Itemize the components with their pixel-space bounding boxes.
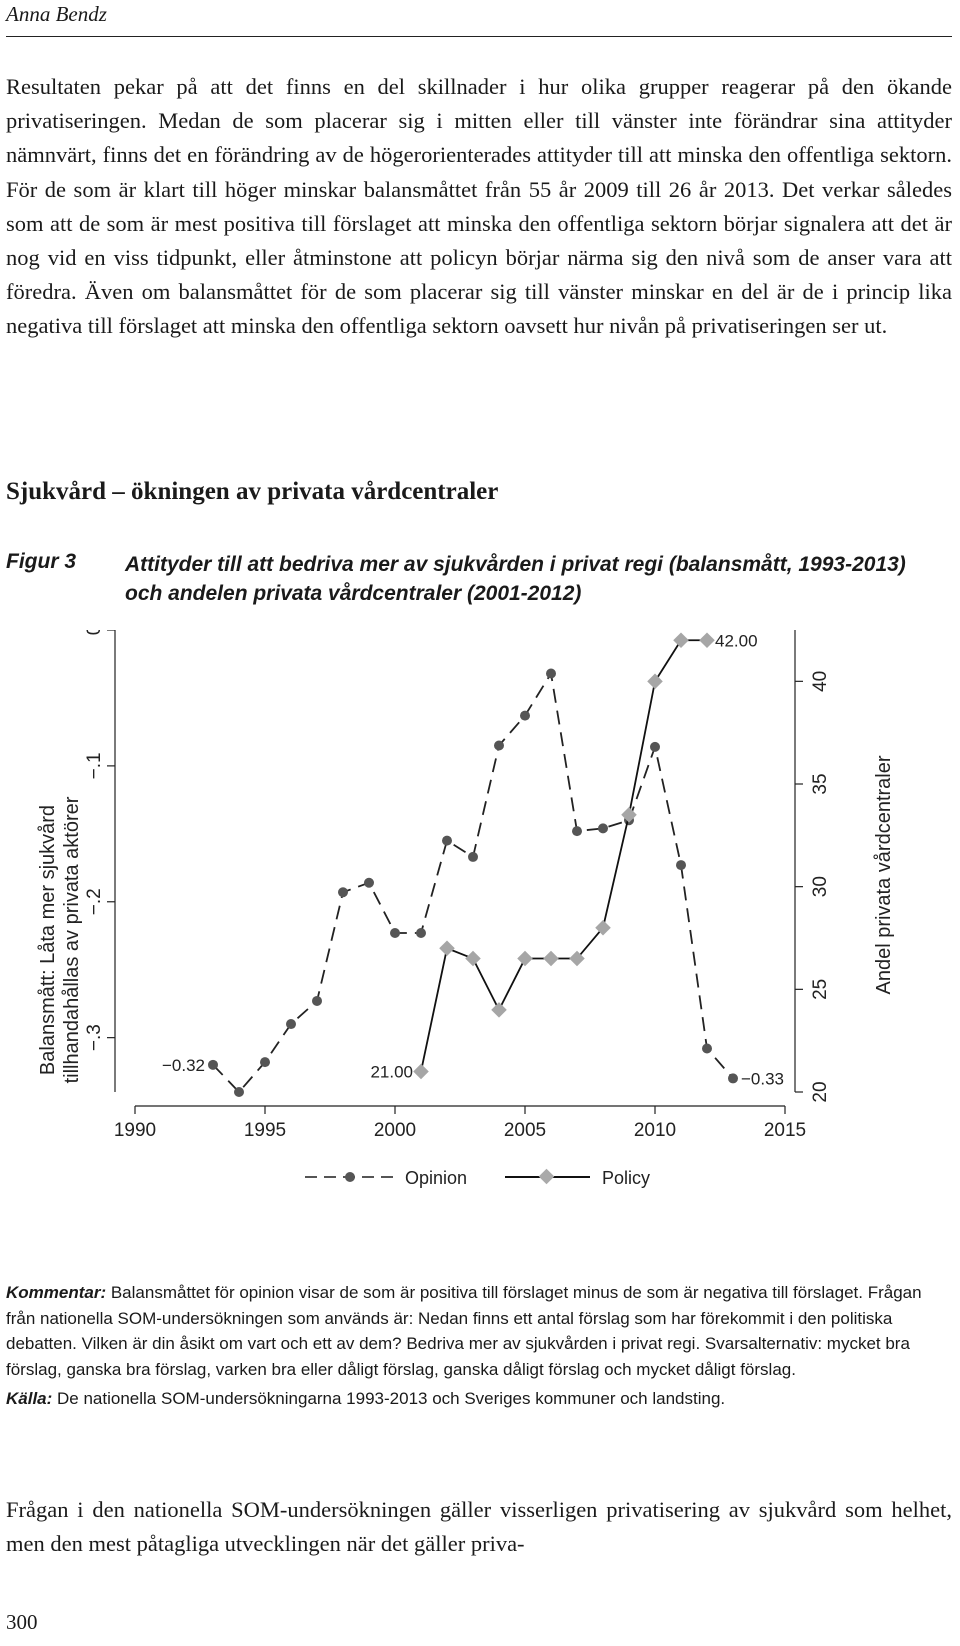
- page-number: 300: [6, 1610, 38, 1634]
- figure-label: Figur 3: [6, 550, 77, 573]
- policy-point: [491, 1002, 507, 1018]
- line-chart: 1990 1995 2000 2005 2010 2015 0 −.1 −.2 −.3 20 25 30…: [37, 630, 895, 1188]
- opinion-point: [546, 668, 556, 679]
- policy-point: [465, 950, 481, 967]
- policy-series-line: [420, 639, 707, 1072]
- policy-point: [673, 632, 689, 649]
- comment-label: Kommentar:: [6, 1283, 107, 1302]
- opinion-point: [208, 1059, 218, 1070]
- opinion-point: [520, 710, 530, 721]
- policy-point: [439, 940, 455, 957]
- policy-point: [647, 673, 663, 690]
- opinion-point: [598, 823, 608, 834]
- opinion-point: [364, 877, 374, 888]
- plot-area: 1990 1995 2000 2005 2010 2015 0 −.1 −.2 −.3 20 25 30…: [84, 630, 831, 1141]
- opinion-point: [312, 995, 322, 1006]
- opinion-point: [286, 1019, 296, 1030]
- opinion-point: [494, 740, 504, 751]
- opinion-point: [728, 1073, 738, 1084]
- y-axis-right-label: Andel privata vårdcentraler: [873, 755, 895, 994]
- y-left-tick-label: −.3: [84, 1024, 105, 1051]
- x-tick-label: 1995: [244, 1120, 286, 1141]
- annotation-opinion-first: −0.32: [162, 1056, 205, 1075]
- closing-paragraph: Frågan i den nationella SOM-undersökning…: [6, 1497, 952, 1557]
- comment-text: Balansmåttet för opinion visar de som är…: [6, 1283, 922, 1379]
- opinion-point: [650, 741, 660, 752]
- policy-point: [543, 950, 559, 967]
- legend-opinion-marker: [345, 1172, 355, 1182]
- legend-policy-marker: [538, 1168, 555, 1185]
- y-left-tick-label: −.2: [84, 888, 105, 915]
- opinion-point: [702, 1043, 712, 1054]
- y-right-tick-label: 25: [810, 979, 831, 1000]
- policy-point: [413, 1063, 429, 1080]
- opinion-point: [416, 928, 426, 939]
- source-label: Källa:: [6, 1389, 53, 1408]
- figure-notes: Kommentar: Balansmåttet för opinion visa…: [6, 1280, 952, 1412]
- source-note: Källa: De nationella SOM-undersökningarn…: [6, 1386, 952, 1412]
- opinion-point: [234, 1087, 244, 1097]
- annotation-opinion-last: −0.33: [741, 1069, 784, 1088]
- y-right-tick-label: 20: [810, 1081, 831, 1102]
- figure-title: Attityder till att bedriva mer av sjukvå…: [125, 553, 906, 605]
- y-right-tick-label: 40: [810, 671, 831, 692]
- body-paragraph: Resultaten pekar på att det finns en del…: [6, 74, 952, 339]
- opinion-point: [442, 835, 452, 846]
- x-tick-label: 2005: [504, 1120, 546, 1141]
- opinion-point: [260, 1057, 270, 1068]
- policy-point: [517, 950, 533, 967]
- x-tick-label: 2000: [374, 1120, 416, 1141]
- section-heading: Sjukvård – ökningen av privata vårdcentr…: [6, 478, 499, 505]
- y-left-tick-label: −.1: [84, 752, 105, 779]
- y-axis-left-label-line2: tillhandahållas av privata aktörer: [61, 796, 83, 1083]
- legend: Opinion Policy: [305, 1168, 650, 1188]
- y-axis-left-label: Balansmått: Låta mer sjukvård: [37, 805, 59, 1075]
- y-right-tick-label: 35: [810, 773, 831, 794]
- policy-point: [621, 807, 637, 823]
- running-head: Anna Bendz: [6, 2, 107, 26]
- opinion-point: [468, 851, 478, 862]
- opinion-point: [390, 928, 400, 939]
- annotation-policy-first: 21.00: [370, 1062, 413, 1081]
- comment-note: Kommentar: Balansmåttet för opinion visa…: [6, 1280, 952, 1382]
- source-text: De nationella SOM-undersökningarna 1993-…: [52, 1389, 726, 1408]
- opinion-point: [676, 860, 686, 871]
- x-tick-label: 1990: [114, 1120, 156, 1141]
- opinion-point: [572, 826, 582, 837]
- y-right-tick-label: 30: [810, 876, 831, 897]
- x-tick-label: 2015: [764, 1120, 806, 1141]
- header-divider: [6, 36, 952, 37]
- x-tick-label: 2010: [634, 1120, 676, 1141]
- policy-point: [699, 632, 715, 649]
- opinion-point: [338, 887, 348, 898]
- legend-opinion-label: Opinion: [405, 1168, 467, 1188]
- y-left-tick-label: 0: [84, 630, 105, 635]
- annotation-policy-last: 42.00: [715, 631, 758, 650]
- opinion-series-line: [212, 670, 734, 1094]
- legend-policy-label: Policy: [602, 1168, 650, 1188]
